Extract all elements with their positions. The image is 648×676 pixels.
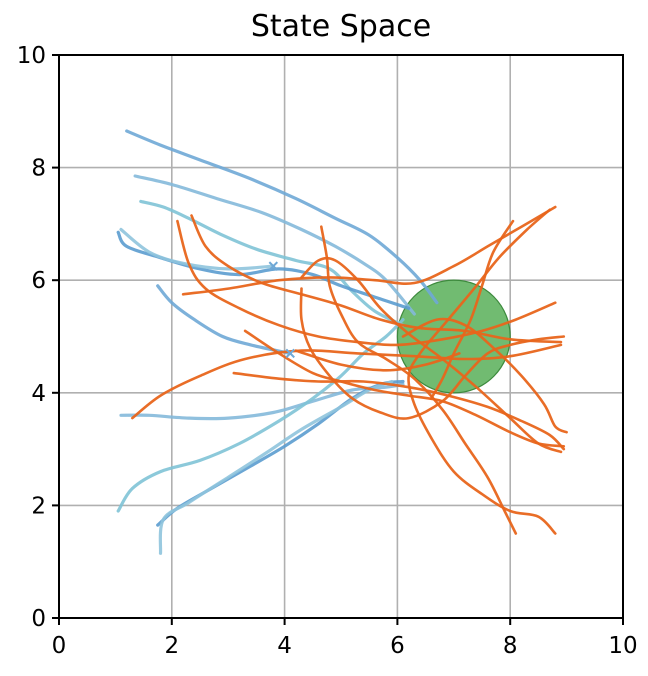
- orange-trajectory-13: [176, 219, 557, 347]
- chart-title: State Space: [251, 9, 431, 44]
- blue-trajectory-9: [158, 379, 394, 555]
- orange-trajectory-20: [429, 219, 515, 400]
- blue-trajectory-1: [133, 174, 416, 316]
- blue-trajectory-3: [116, 230, 411, 310]
- trajectory-series: [116, 129, 568, 555]
- y-tick-label: 6: [31, 268, 46, 294]
- plot-frame: [58, 54, 624, 619]
- orange-trajectory-10: [131, 343, 563, 420]
- y-tick-label: 0: [31, 606, 46, 632]
- y-tick-label: 4: [31, 381, 46, 407]
- x-marker: [285, 348, 295, 359]
- axis-ticks: 00 2 2 4 4 6 6 8 8 10 10: [17, 43, 638, 659]
- blue-trajectory-2: [139, 199, 405, 327]
- y-tick-label: 10: [17, 43, 46, 69]
- orange-trajectory-15: [243, 329, 566, 448]
- orange-trajectory-11: [181, 205, 557, 296]
- y-tick-label: 8: [31, 156, 46, 182]
- x-tick-label: 8: [503, 633, 518, 659]
- y-tick-label: 2: [31, 493, 46, 519]
- x-tick-label: 10: [608, 633, 637, 659]
- orange-trajectory-19: [407, 208, 557, 535]
- blue-trajectory-0: [125, 129, 439, 305]
- blue-trajectory-7: [116, 318, 405, 513]
- blue-trajectory-5: [156, 284, 292, 355]
- orange-trajectory-18: [299, 287, 566, 420]
- blue-trajectory-6: [119, 382, 405, 421]
- x-tick-label: 2: [164, 633, 179, 659]
- blue-trajectory-4: [119, 227, 275, 271]
- x-tick-label: 6: [390, 633, 405, 659]
- x-tick-label: 0: [52, 633, 67, 659]
- x-marker: [268, 261, 279, 271]
- trajectory-markers: [268, 261, 295, 359]
- orange-trajectory-21: [401, 317, 568, 434]
- orange-trajectory-16: [320, 225, 518, 535]
- orange-trajectory-22: [294, 349, 461, 372]
- orange-trajectory-14: [232, 371, 566, 451]
- x-tick-label: 4: [277, 633, 292, 659]
- blue-trajectory-8: [156, 379, 405, 527]
